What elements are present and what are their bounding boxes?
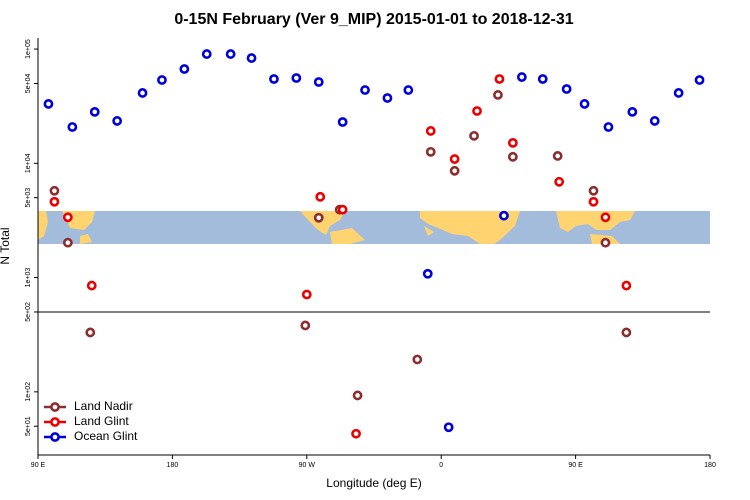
point [621,327,632,338]
point [382,93,393,103]
y-tick-label: 1e+02 [25,382,32,402]
x-tick-label: 90 E [568,462,583,469]
point [552,151,563,161]
point [246,53,257,63]
point [86,280,97,291]
point [403,85,414,95]
point [600,212,611,223]
point [337,117,348,127]
chart-title: 0-15N February (Ver 9_MIP) 2015-01-01 to… [174,11,573,28]
x-axis-label: Longitude (deg E) [326,476,421,490]
point [179,64,190,74]
point [694,75,705,85]
point [269,74,279,84]
point [493,90,503,100]
y-tick-label: 5e+01 [25,416,32,436]
point [537,74,548,84]
point [554,176,565,187]
x-tick-label: 90 W [299,462,316,469]
point [412,354,423,365]
point [649,116,660,126]
legend-marker [50,402,60,412]
point [291,73,302,83]
point [157,75,167,85]
point [561,84,572,94]
point [360,85,370,95]
point [112,116,123,126]
point [43,99,54,109]
point [315,191,326,202]
point [49,196,60,207]
point [351,428,361,439]
y-axis-label: N Total [0,227,12,264]
legend-marker [50,417,60,427]
point [352,390,363,401]
point [472,106,482,116]
point [507,151,518,162]
point [469,130,479,141]
point [507,137,518,148]
x-tick-label: 90 E [31,462,46,469]
y-tick-label: 1e+05 [25,39,32,59]
point [337,204,348,215]
y-tick-label: 5e+02 [25,302,32,322]
point [62,212,73,223]
point [588,196,599,207]
y-tick-label: 5e+03 [25,188,32,208]
x-tick-label: 180 [167,462,179,469]
point [603,122,614,132]
x-tick-label: 180 [704,462,716,469]
point [67,122,78,132]
point [85,327,96,338]
x-tick-label: 0 [439,462,443,469]
point [313,77,324,87]
point [49,185,60,196]
point [449,165,460,176]
point [579,99,590,109]
y-tick-label: 1e+03 [25,268,32,288]
point [621,280,632,291]
point [201,49,212,59]
point [588,185,599,196]
point [425,126,436,136]
point [673,88,684,98]
point [62,237,73,248]
y-tick-label: 5e+04 [25,74,32,94]
point [449,154,460,164]
world-map-strip [38,211,710,244]
y-tick-label: 1e+04 [25,153,32,173]
point [301,289,312,300]
point [627,106,638,117]
point [600,237,611,248]
point [425,146,436,157]
point [137,88,148,98]
point [422,268,433,279]
legend-label: Ocean Glint [74,429,138,443]
point [225,49,236,59]
legend-label: Land Nadir [74,399,133,413]
point [313,212,324,223]
point [89,106,100,117]
point [516,72,527,82]
legend-marker [50,432,60,442]
point [443,422,454,433]
point [499,210,509,221]
point [494,74,505,84]
legend-label: Land Glint [74,414,129,428]
point [300,320,311,331]
